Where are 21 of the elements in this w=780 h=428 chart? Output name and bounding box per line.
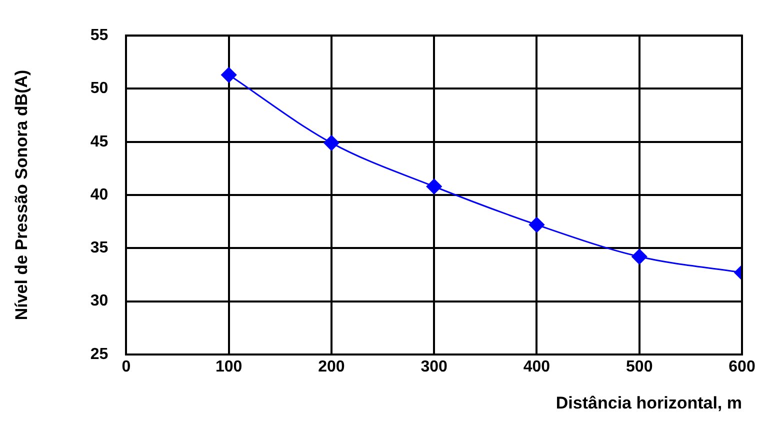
x-tick-label: 200: [318, 358, 345, 376]
x-tick-label: 600: [728, 358, 756, 376]
x-tick-label: 300: [420, 358, 448, 376]
point: [632, 248, 648, 264]
point: [221, 67, 237, 83]
point: [528, 217, 544, 233]
y-tick-label: 45: [90, 133, 108, 150]
x-tick-label: 100: [215, 358, 242, 376]
y-axis-title: Nível de Pressão Sonora dB(A): [12, 70, 31, 320]
point: [426, 178, 442, 194]
y-tick-label: 30: [90, 292, 108, 310]
x-axis-title: Distância horizontal, m: [556, 393, 742, 412]
point: [324, 135, 340, 151]
y-tick-label: 40: [90, 186, 108, 204]
y-tick-label: 55: [90, 27, 108, 44]
y-tick-label: 25: [90, 346, 108, 363]
x-tick-label: 500: [626, 358, 653, 376]
y-tick-label: 35: [90, 240, 108, 257]
y-tick-label: 50: [90, 80, 108, 98]
x-tick-label: 400: [523, 358, 550, 376]
x-tick-label: 0: [122, 358, 131, 376]
